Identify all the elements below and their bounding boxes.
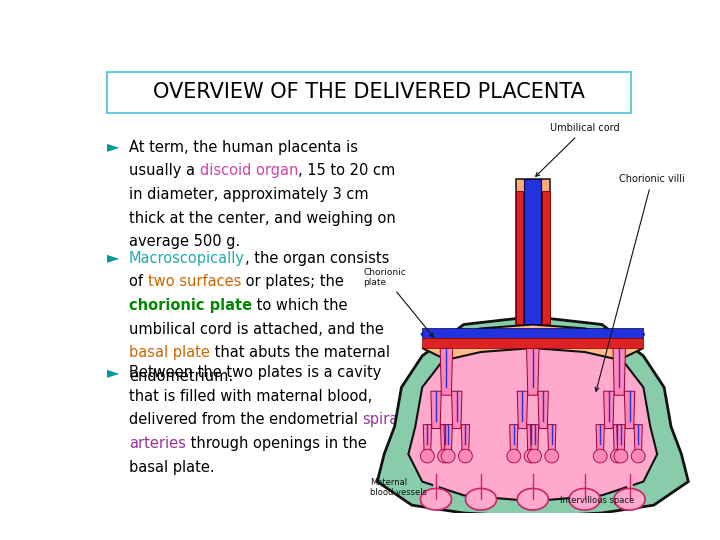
Ellipse shape [614, 489, 645, 510]
Text: in diameter, approximately 3 cm: in diameter, approximately 3 cm [129, 187, 369, 202]
Polygon shape [603, 392, 614, 429]
Text: to which the: to which the [252, 298, 348, 313]
Ellipse shape [420, 449, 434, 463]
Text: ►: ► [107, 251, 119, 266]
Polygon shape [422, 338, 644, 348]
Text: endometrium.: endometrium. [129, 369, 233, 384]
Ellipse shape [614, 449, 628, 463]
Ellipse shape [524, 449, 538, 463]
Text: ►: ► [107, 140, 119, 154]
Text: that is filled with maternal blood,: that is filled with maternal blood, [129, 389, 372, 404]
Text: delivered from the endometrial: delivered from the endometrial [129, 413, 363, 427]
Ellipse shape [545, 449, 559, 463]
Text: two surfaces: two surfaces [148, 274, 241, 289]
Ellipse shape [569, 489, 600, 510]
Ellipse shape [528, 449, 541, 463]
Polygon shape [462, 424, 469, 452]
Text: thick at the center, and weighing on: thick at the center, and weighing on [129, 211, 396, 226]
Polygon shape [408, 336, 657, 501]
Ellipse shape [420, 489, 451, 510]
Polygon shape [422, 325, 644, 360]
Polygon shape [422, 328, 644, 338]
Text: through openings in the: through openings in the [186, 436, 366, 451]
Text: that abuts the maternal: that abuts the maternal [210, 346, 390, 361]
Ellipse shape [517, 489, 549, 510]
FancyBboxPatch shape [107, 72, 631, 113]
Text: discoid organ: discoid organ [199, 163, 298, 178]
Polygon shape [451, 392, 462, 429]
Ellipse shape [441, 449, 455, 463]
Text: usually a: usually a [129, 163, 199, 178]
Polygon shape [516, 179, 550, 325]
Text: , the organ consists: , the organ consists [245, 251, 390, 266]
Polygon shape [548, 424, 556, 452]
Text: chorionic plate: chorionic plate [129, 298, 252, 313]
Polygon shape [377, 316, 688, 517]
Polygon shape [617, 424, 625, 452]
Polygon shape [613, 348, 626, 395]
Polygon shape [510, 424, 518, 452]
Polygon shape [624, 392, 635, 429]
Text: basal plate.: basal plate. [129, 460, 215, 475]
Polygon shape [526, 348, 539, 395]
Ellipse shape [438, 449, 451, 463]
Ellipse shape [459, 449, 472, 463]
Polygon shape [527, 424, 535, 452]
Polygon shape [538, 392, 549, 429]
Polygon shape [441, 424, 449, 452]
Text: arteries: arteries [129, 436, 186, 451]
Ellipse shape [593, 449, 607, 463]
Text: ►: ► [107, 365, 119, 380]
Polygon shape [517, 392, 528, 429]
Text: of: of [129, 274, 148, 289]
Text: OVERVIEW OF THE DELIVERED PLACENTA: OVERVIEW OF THE DELIVERED PLACENTA [153, 82, 585, 102]
Polygon shape [440, 348, 453, 395]
Text: Intervillous space: Intervillous space [560, 496, 635, 505]
Text: basal plate: basal plate [129, 346, 210, 361]
Text: average 500 g.: average 500 g. [129, 234, 240, 249]
Polygon shape [613, 424, 621, 452]
Text: umbilical cord is attached, and the: umbilical cord is attached, and the [129, 322, 384, 337]
Polygon shape [444, 424, 452, 452]
Polygon shape [524, 179, 541, 325]
Ellipse shape [611, 449, 624, 463]
Text: Maternal
blood vessels: Maternal blood vessels [370, 478, 428, 497]
Text: At term, the human placenta is: At term, the human placenta is [129, 140, 358, 154]
Polygon shape [516, 191, 523, 325]
Polygon shape [423, 424, 431, 452]
Polygon shape [542, 191, 550, 325]
Text: Umbilical cord: Umbilical cord [536, 123, 620, 177]
Text: Chorionic
plate: Chorionic plate [364, 268, 433, 337]
Ellipse shape [631, 449, 645, 463]
Text: Macroscopically: Macroscopically [129, 251, 245, 266]
Ellipse shape [465, 489, 497, 510]
Polygon shape [634, 424, 642, 452]
Polygon shape [431, 392, 441, 429]
Polygon shape [531, 424, 539, 452]
Text: Chorionic villi: Chorionic villi [595, 174, 685, 392]
Text: , 15 to 20 cm: , 15 to 20 cm [298, 163, 395, 178]
Ellipse shape [507, 449, 521, 463]
Text: or plates; the: or plates; the [241, 274, 344, 289]
Polygon shape [596, 424, 604, 452]
Text: Between the two plates is a cavity: Between the two plates is a cavity [129, 365, 382, 380]
Text: spiral: spiral [363, 413, 403, 427]
